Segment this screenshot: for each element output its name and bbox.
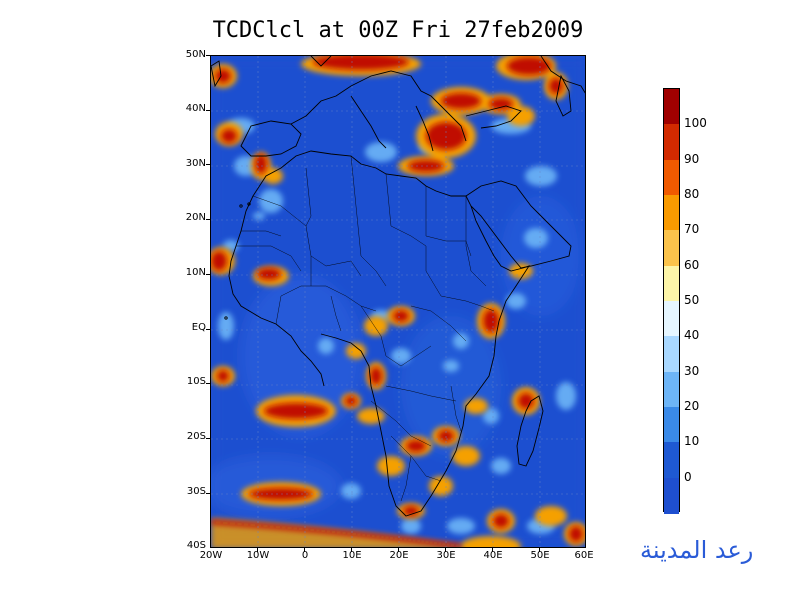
lon-label: 30E: [436, 550, 456, 561]
colorbar-label: 100: [684, 116, 707, 131]
lon-label: 40E: [483, 550, 503, 561]
lat-tick: [206, 55, 210, 56]
lat-label: 30S: [186, 486, 206, 497]
lon-tick: [539, 548, 540, 552]
lon-label: 10W: [246, 550, 270, 561]
lat-label: 30N: [185, 158, 206, 169]
colorbar: [663, 88, 680, 514]
lat-tick: [206, 493, 210, 494]
lat-label: 10S: [186, 376, 206, 387]
colorbar-label: 50: [684, 293, 700, 307]
colorbar-segment: [664, 477, 679, 514]
country-borders: [236, 155, 495, 502]
coastlines: [211, 56, 585, 517]
lon-tick: [351, 548, 352, 552]
lat-tick: [206, 219, 210, 220]
lon-label: 20E: [389, 550, 409, 561]
colorbar-label: 10: [684, 434, 700, 449]
lat-tick: [206, 329, 210, 330]
lat-label: 20S: [186, 431, 206, 442]
lat-label: 10N: [185, 267, 206, 278]
lon-label: 50E: [530, 550, 550, 561]
lat-tick: [206, 164, 210, 165]
colorbar-segment: [664, 124, 679, 161]
lat-label: EQ: [191, 322, 206, 333]
lat-label: 40N: [185, 103, 206, 114]
lat-tick: [206, 383, 210, 384]
colorbar-segment: [664, 230, 679, 267]
lon-label: 60E: [574, 550, 594, 561]
map-canvas: [211, 56, 585, 547]
colorbar-segment: [664, 442, 679, 479]
colorbar-label: 90: [684, 151, 700, 166]
cloud-cover-map: [210, 55, 586, 548]
author-signature: رعد المدينة: [640, 536, 754, 564]
colorbar-label: 60: [684, 257, 700, 272]
colorbar-segment: [664, 89, 679, 125]
colorbar-segment: [664, 159, 679, 196]
graticule: [211, 56, 585, 547]
lat-tick: [206, 438, 210, 439]
colorbar-label: 80: [684, 187, 700, 201]
lon-tick: [445, 548, 446, 552]
colorbar-segment: [664, 407, 679, 443]
lat-tick: [206, 274, 210, 275]
colorbar-segment: [664, 336, 679, 373]
lon-label: 20W: [199, 550, 223, 561]
lat-label: 50N: [185, 49, 206, 60]
lat-label: 40S: [186, 540, 206, 551]
lat-tick: [206, 110, 210, 111]
colorbar-segment: [664, 195, 679, 231]
colorbar-label: 40: [684, 328, 700, 343]
lon-label: 0: [301, 550, 309, 561]
colorbar-label: 0: [684, 469, 692, 484]
lon-label: 10E: [342, 550, 362, 561]
colorbar-segment: [664, 371, 679, 408]
colorbar-segment: [664, 265, 679, 302]
lon-tick: [398, 548, 399, 552]
colorbar-label: 70: [684, 222, 700, 237]
colorbar-label: 30: [684, 363, 700, 378]
colorbar-segment: [664, 301, 679, 337]
map-title: TCDClcl at 00Z Fri 27feb2009: [212, 18, 584, 43]
lon-tick: [492, 548, 493, 552]
colorbar-label: 20: [684, 399, 700, 413]
lon-tick: [257, 548, 258, 552]
lat-label: 20N: [185, 212, 206, 223]
lon-tick: [304, 548, 305, 552]
